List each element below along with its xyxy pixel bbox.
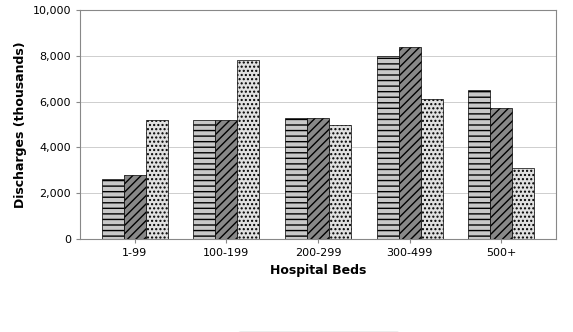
Bar xyxy=(102,180,124,239)
Bar xyxy=(285,118,307,239)
Bar xyxy=(329,124,351,239)
Bar xyxy=(237,60,260,239)
Bar xyxy=(421,99,442,239)
X-axis label: Hospital Beds: Hospital Beds xyxy=(270,264,366,277)
Bar xyxy=(399,46,421,239)
Bar xyxy=(146,120,168,239)
Bar xyxy=(307,118,329,239)
Bar xyxy=(194,120,215,239)
Bar xyxy=(468,90,490,239)
Bar xyxy=(124,175,146,239)
Bar xyxy=(376,56,399,239)
Bar xyxy=(490,109,512,239)
Bar xyxy=(512,168,534,239)
Y-axis label: Discharges (thousands): Discharges (thousands) xyxy=(14,41,27,208)
Bar xyxy=(215,120,237,239)
